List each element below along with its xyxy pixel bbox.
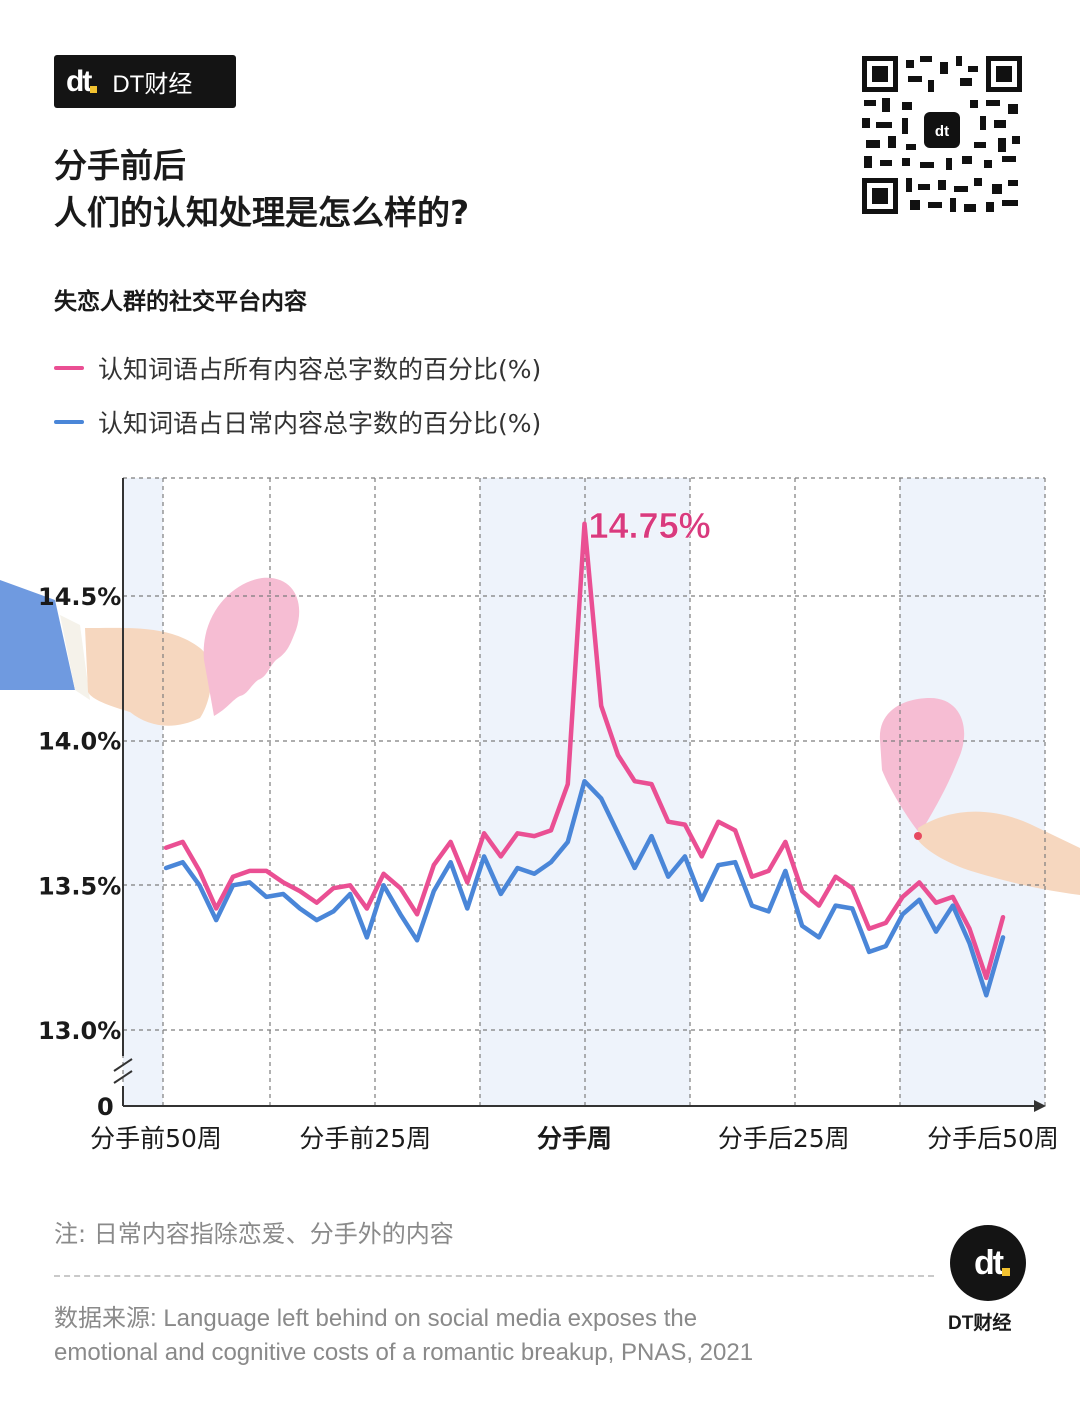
- legend-item-all-content: 认知词语占所有内容总字数的百分比(%): [54, 350, 541, 386]
- left-hand-illustration: [0, 577, 300, 726]
- brand-logo-mark: dt: [66, 65, 98, 99]
- legend-swatch-blue: [54, 420, 84, 424]
- footer-divider: [54, 1275, 934, 1277]
- chart-series: [163, 521, 1006, 998]
- brand-badge: dt DT财经: [54, 55, 236, 108]
- axis-break-mark: [113, 1070, 133, 1084]
- x-tick-label: 分手前25周: [299, 1124, 431, 1153]
- footer-logo: dt: [950, 1225, 1026, 1301]
- axis-break-mark: [113, 1058, 133, 1072]
- legend-swatch-pink: [54, 366, 84, 370]
- chart-band: [585, 478, 690, 1106]
- y-tick-label: 14.0%: [38, 728, 121, 756]
- legend-item-daily-content: 认知词语占日常内容总字数的百分比(%): [54, 404, 541, 440]
- title-line-2: 人们的认知处理是怎么样的?: [54, 193, 470, 232]
- chart-note: 注: 日常内容指除恋爱、分手外的内容: [54, 1220, 454, 1248]
- chart-axes: [113, 478, 1046, 1112]
- source-line-2: emotional and cognitive costs of a roman…: [54, 1339, 754, 1366]
- series-line-daily-content: [163, 778, 1006, 998]
- y-tick-label: 14.5%: [38, 583, 121, 611]
- peak-annotation: 14.75%: [589, 505, 711, 546]
- footer-logo-name: DT财经: [948, 1313, 1012, 1334]
- chart-bands: [123, 478, 1045, 1106]
- legend-label-all-content: 认知词语占所有内容总字数的百分比(%): [98, 355, 542, 384]
- right-hand-illustration: [879, 698, 1080, 895]
- y-tick-label: 13.5%: [38, 872, 121, 900]
- x-tick-label: 分手后25周: [718, 1124, 850, 1153]
- chart-subtitle: 失恋人群的社交平台内容: [54, 289, 307, 315]
- source-line-1: 数据来源: Language left behind on social med…: [54, 1305, 698, 1332]
- x-tick-label: 分手后50周: [927, 1124, 1059, 1153]
- chart-labels: 13.0% 13.5% 14.0% 14.5% 0 分手前50周 分手前25周 分手周 分手后2…: [38, 505, 1059, 1153]
- legend-label-daily-content: 认知词语占日常内容总字数的百分比(%): [98, 409, 542, 438]
- brand-name: DT财经: [112, 71, 193, 98]
- x-tick-label: 分手周: [537, 1124, 612, 1153]
- page-title: 分手前后 人们的认知处理是怎么样的?: [54, 142, 469, 236]
- qr-code-icon: dt: [862, 56, 1022, 214]
- x-axis-arrow-icon: [1034, 1100, 1046, 1112]
- x-tick-label: 分手前50周: [90, 1124, 222, 1153]
- y-tick-label: 13.0%: [38, 1017, 121, 1045]
- footer-logo-mark: dt: [974, 1244, 1011, 1283]
- line-chart: 13.0% 13.5% 14.0% 14.5% 0 分手前50周 分手前25周 分手周 分手后2…: [0, 477, 1080, 1153]
- series-line-all-content: [163, 521, 1006, 981]
- data-source: 数据来源: Language left behind on social med…: [54, 1302, 934, 1370]
- title-line-1: 分手前后: [54, 146, 186, 185]
- chart-band: [123, 478, 163, 1106]
- y-tick-label-zero: 0: [97, 1093, 114, 1121]
- chart-band: [480, 478, 585, 1106]
- svg-text:dt: dt: [935, 123, 949, 140]
